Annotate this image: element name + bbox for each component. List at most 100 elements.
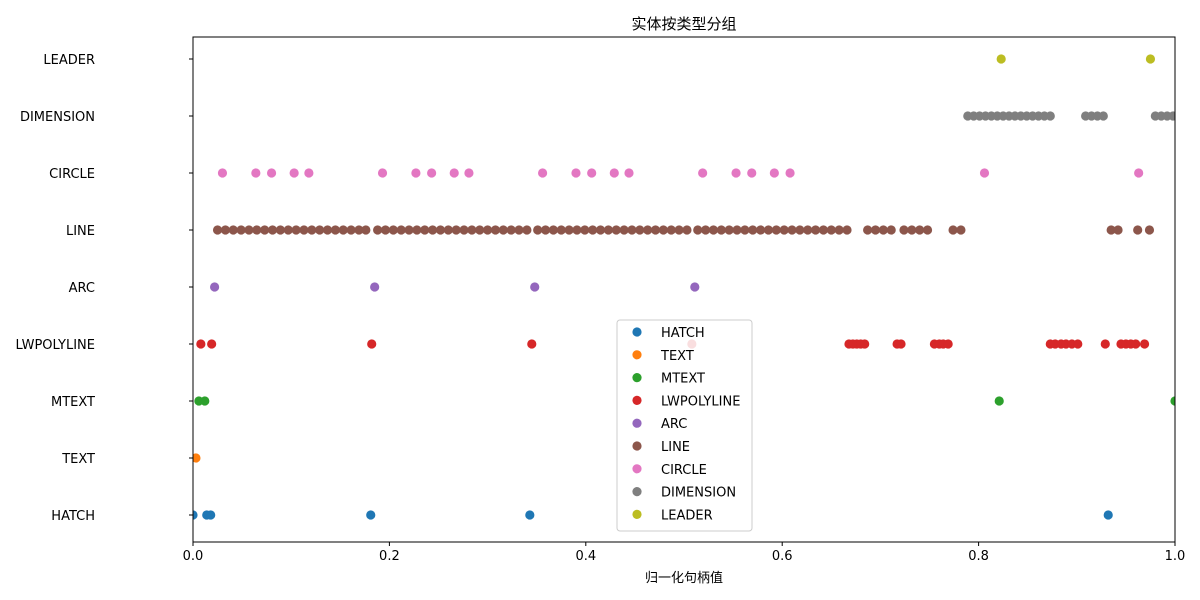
legend-label: LINE: [661, 440, 690, 455]
data-point: [530, 282, 540, 292]
data-point: [595, 225, 606, 235]
data-point: [658, 225, 668, 235]
y-tick-label: CIRCLE: [49, 167, 95, 182]
data-point: [818, 225, 829, 235]
x-axis-label: 归一化句柄值: [645, 570, 723, 586]
data-point: [315, 225, 325, 235]
data-point: [490, 225, 501, 235]
legend-marker: [632, 509, 642, 519]
data-point: [603, 225, 613, 235]
legend-label: DIMENSION: [661, 486, 736, 501]
x-tick-label: 0.2: [379, 549, 400, 564]
data-point: [220, 225, 231, 235]
data-point: [693, 225, 703, 235]
data-point: [915, 225, 925, 235]
y-tick-label: MTEXT: [51, 395, 95, 410]
data-point: [217, 168, 228, 178]
data-point: [411, 168, 421, 178]
data-point: [193, 510, 198, 520]
legend: HATCH TEXT MTEXT LWPOLYLINE ARC LINE CIRCLE DIM…: [616, 319, 753, 532]
data-point: [483, 225, 493, 235]
legend-item: HATCH: [632, 326, 705, 341]
data-point: [635, 225, 645, 235]
data-point: [380, 225, 391, 235]
data-point: [564, 225, 574, 235]
data-point: [834, 225, 844, 235]
data-point: [732, 225, 742, 235]
legend-label: MTEXT: [661, 372, 705, 387]
data-point: [860, 339, 870, 349]
data-point: [428, 225, 438, 235]
data-point: [785, 168, 795, 178]
data-point: [1134, 168, 1144, 178]
data-point: [464, 168, 474, 178]
data-point: [291, 225, 301, 235]
data-point: [716, 225, 726, 235]
data-point: [451, 225, 461, 235]
data-point: [354, 225, 364, 235]
y-tick-label: LINE: [66, 224, 95, 239]
data-point: [747, 168, 757, 178]
data-point: [682, 225, 692, 235]
data-point: [200, 396, 210, 406]
data-point: [377, 168, 388, 178]
data-point: [943, 339, 953, 349]
data-point: [267, 225, 278, 235]
data-point: [506, 225, 516, 235]
data-point: [330, 225, 340, 235]
y-tick-label: HATCH: [51, 509, 95, 524]
data-point: [307, 225, 317, 235]
data-point: [956, 225, 966, 235]
data-point: [580, 225, 590, 235]
data-point: [548, 225, 558, 235]
x-tick-label: 0.6: [772, 549, 793, 564]
data-point: [643, 225, 653, 235]
data-point: [611, 225, 621, 235]
y-tick-label: TEXT: [61, 452, 95, 467]
x-tick-label: 0.4: [575, 549, 596, 564]
data-point: [863, 225, 873, 235]
data-point: [572, 225, 582, 235]
data-point: [886, 225, 896, 235]
data-point: [459, 225, 469, 235]
data-point: [443, 225, 453, 235]
data-point: [1133, 225, 1143, 235]
data-point: [514, 225, 524, 235]
data-point: [588, 225, 598, 235]
data-point: [427, 168, 437, 178]
data-point: [690, 282, 700, 292]
data-point: [338, 225, 348, 235]
legend-marker: [632, 464, 642, 474]
legend-label: CIRCLE: [661, 463, 707, 478]
y-tick-label: DIMENSION: [20, 110, 95, 125]
data-point: [1145, 54, 1156, 64]
legend-marker: [632, 487, 642, 497]
x-tick-label: 0.8: [968, 549, 989, 564]
series-arc: [210, 282, 700, 292]
legend-marker: [632, 441, 642, 451]
data-point: [396, 225, 406, 235]
data-point: [755, 225, 766, 235]
data-point: [650, 225, 661, 235]
series-text: [193, 453, 201, 463]
data-point: [373, 225, 383, 235]
legend-label: TEXT: [660, 349, 694, 364]
data-point: [724, 225, 734, 235]
data-point: [540, 225, 551, 235]
data-point: [948, 225, 958, 235]
legend-marker: [632, 395, 642, 405]
data-point: [619, 225, 629, 235]
data-point: [787, 225, 797, 235]
data-point: [701, 225, 711, 235]
data-point: [779, 225, 789, 235]
data-point: [322, 225, 333, 235]
data-point: [244, 225, 254, 235]
data-point: [207, 339, 217, 349]
legend-marker: [632, 373, 642, 383]
data-point: [624, 168, 634, 178]
data-point: [289, 168, 299, 178]
data-point: [803, 225, 813, 235]
data-point: [842, 225, 852, 235]
data-point: [367, 339, 377, 349]
